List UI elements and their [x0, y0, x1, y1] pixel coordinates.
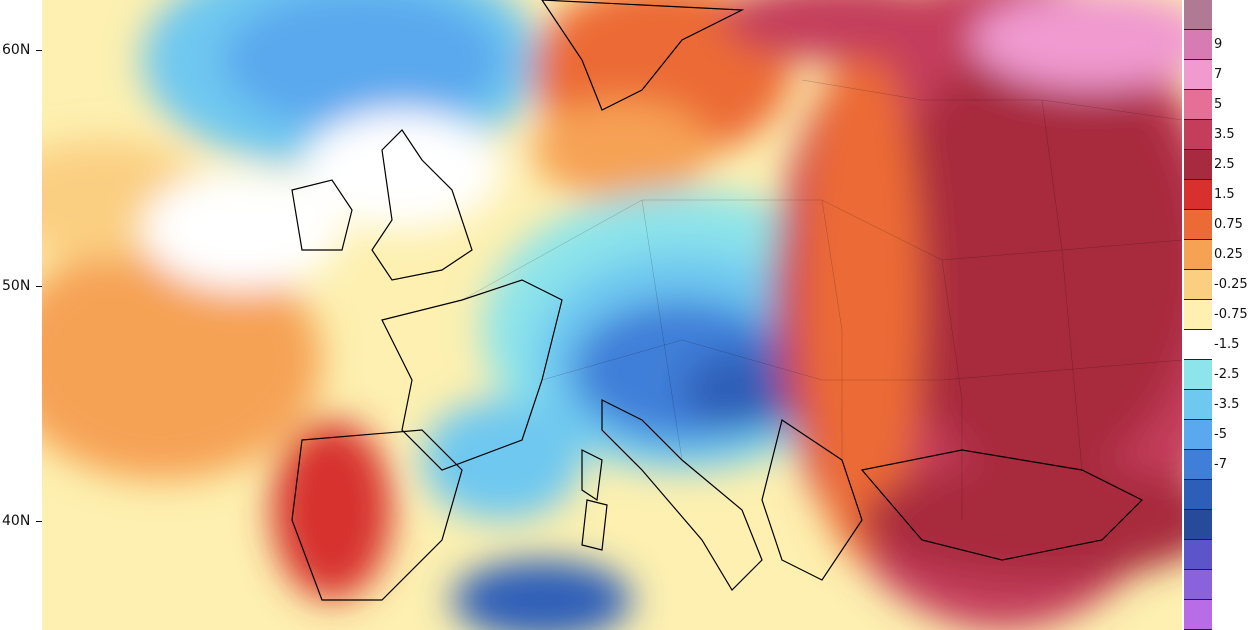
colorbar-label: -5 — [1214, 427, 1227, 442]
colorbar-label: -1.5 — [1214, 337, 1240, 352]
colorbar-segment — [1184, 30, 1212, 60]
colorbar-segment — [1184, 540, 1212, 570]
colorbar-label: -0.75 — [1214, 307, 1248, 322]
colorbar-label: 7 — [1214, 67, 1223, 82]
colorbar-segment — [1184, 570, 1212, 600]
colorbar-segment — [1184, 600, 1212, 630]
colorbar-segment — [1184, 480, 1212, 510]
lat-tick-50n — [36, 286, 42, 287]
colorbar-segment — [1184, 120, 1212, 150]
atlantic-neutral — [142, 170, 342, 290]
ireland-outline — [291, 179, 353, 251]
colorbar-segment — [1184, 0, 1212, 30]
east-europe-very-hot — [882, 40, 1182, 480]
colorbar-segment — [1184, 150, 1212, 180]
atlantic-warm — [42, 240, 322, 480]
regional-borders — [461, 79, 1182, 520]
colorbar-label: 9 — [1214, 37, 1223, 52]
colorbar — [1184, 0, 1212, 630]
corsica-outline — [581, 449, 603, 502]
lat-tick-60n — [36, 50, 42, 51]
denmark-warm — [532, 100, 712, 200]
coastlines — [291, 0, 1144, 601]
colorbar-label: -7 — [1214, 457, 1227, 472]
colorbar-segment — [1184, 60, 1212, 90]
russia-pink — [972, 0, 1182, 90]
scandinavia-outline — [541, 0, 745, 111]
west-med-cool — [422, 400, 582, 520]
colorbar-segment — [1184, 240, 1212, 270]
colorbar-label: 1.5 — [1214, 187, 1235, 202]
lat-label-60n: 60N — [2, 42, 31, 58]
north-atlantic-cold — [222, 0, 502, 130]
colorbar-label: 2.5 — [1214, 157, 1235, 172]
iberia-warm — [272, 420, 392, 600]
colorbar-segment — [1184, 330, 1212, 360]
colorbar-segment — [1184, 390, 1212, 420]
colorbar-segment — [1184, 510, 1212, 540]
lat-tick-40n — [36, 521, 42, 522]
great-britain-outline — [371, 129, 473, 281]
colorbar-segment — [1184, 360, 1212, 390]
lat-label-40n: 40N — [2, 513, 31, 529]
colorbar-label: -2.5 — [1214, 367, 1240, 382]
colorbar-label: 0.75 — [1214, 217, 1243, 232]
black-sea-outline — [860, 449, 1144, 561]
balkan-cold — [682, 350, 802, 430]
italy-outline — [601, 399, 763, 591]
colorbar-label: -3.5 — [1214, 397, 1240, 412]
britain-neutral — [302, 110, 502, 230]
colorbar-segment — [1184, 90, 1212, 120]
colorbar-label: 3.5 — [1214, 127, 1235, 142]
lat-label-50n: 50N — [2, 278, 31, 294]
anomaly-field — [42, 0, 1182, 630]
colorbar-label: -0.25 — [1214, 277, 1248, 292]
colorbar-segment — [1184, 450, 1212, 480]
colorbar-segment — [1184, 180, 1212, 210]
balkans-outline — [761, 419, 863, 581]
map-area — [42, 0, 1182, 630]
colorbar-segment — [1184, 420, 1212, 450]
colorbar-segment — [1184, 300, 1212, 330]
north-africa-cold — [452, 560, 632, 630]
colorbar-label: 5 — [1214, 97, 1223, 112]
east-europe-edge — [802, 40, 922, 560]
colorbar-segment — [1184, 270, 1212, 300]
black-sea-hot — [862, 460, 1182, 580]
baltic-hot — [722, 0, 962, 60]
sardinia-outline — [581, 499, 608, 551]
france-outline — [381, 279, 563, 471]
colorbar-segment — [1184, 210, 1212, 240]
iberia-outline — [291, 429, 463, 601]
colorbar-label: 0.25 — [1214, 247, 1243, 262]
